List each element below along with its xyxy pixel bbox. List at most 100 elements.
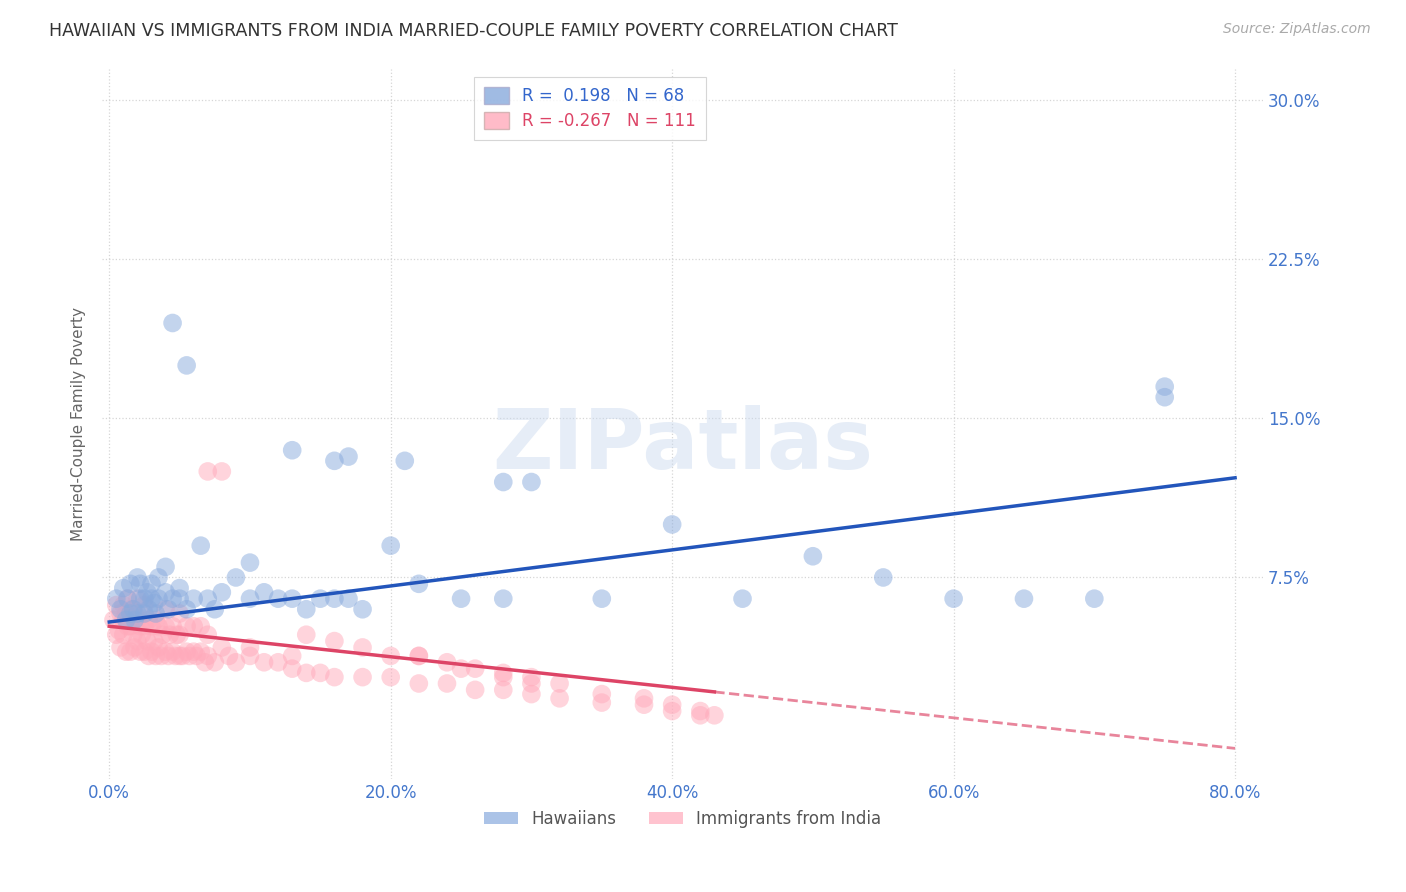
Point — [124, 640, 146, 655]
Point — [162, 316, 184, 330]
Point — [148, 591, 170, 606]
Point — [129, 591, 152, 606]
Point — [520, 475, 543, 489]
Point — [143, 634, 166, 648]
Point — [731, 591, 754, 606]
Point — [190, 619, 212, 633]
Point — [176, 602, 198, 616]
Point — [591, 696, 613, 710]
Point — [155, 619, 177, 633]
Point — [689, 704, 711, 718]
Point — [633, 698, 655, 712]
Point — [520, 670, 543, 684]
Point — [169, 607, 191, 621]
Point — [239, 591, 262, 606]
Point — [141, 619, 163, 633]
Point — [380, 539, 402, 553]
Point — [105, 598, 128, 612]
Point — [295, 628, 318, 642]
Point — [131, 628, 153, 642]
Point — [169, 581, 191, 595]
Point — [127, 570, 149, 584]
Point — [194, 655, 217, 669]
Point — [141, 591, 163, 606]
Point — [281, 648, 304, 663]
Point — [281, 443, 304, 458]
Point — [169, 591, 191, 606]
Point — [162, 645, 184, 659]
Point — [872, 570, 894, 584]
Point — [162, 619, 184, 633]
Point — [211, 465, 233, 479]
Point — [295, 602, 318, 616]
Point — [204, 655, 226, 669]
Point — [211, 640, 233, 655]
Point — [110, 607, 132, 621]
Point — [148, 570, 170, 584]
Point — [408, 648, 430, 663]
Point — [112, 613, 135, 627]
Point — [253, 585, 276, 599]
Point — [138, 613, 160, 627]
Point — [1012, 591, 1035, 606]
Point — [138, 602, 160, 616]
Point — [148, 619, 170, 633]
Point — [323, 591, 346, 606]
Point — [186, 648, 208, 663]
Point — [120, 602, 142, 616]
Point — [127, 613, 149, 627]
Point — [112, 628, 135, 642]
Point — [110, 640, 132, 655]
Point — [323, 454, 346, 468]
Point — [117, 591, 139, 606]
Point — [408, 676, 430, 690]
Point — [134, 607, 156, 621]
Point — [115, 613, 138, 627]
Point — [408, 577, 430, 591]
Point — [136, 585, 159, 599]
Point — [633, 691, 655, 706]
Point — [464, 682, 486, 697]
Point — [492, 475, 515, 489]
Point — [115, 607, 138, 621]
Point — [801, 549, 824, 564]
Point — [380, 648, 402, 663]
Point — [141, 645, 163, 659]
Point — [176, 619, 198, 633]
Point — [211, 585, 233, 599]
Point — [117, 619, 139, 633]
Y-axis label: Married-Couple Family Poverty: Married-Couple Family Poverty — [72, 307, 86, 541]
Point — [129, 577, 152, 591]
Point — [703, 708, 725, 723]
Point — [281, 591, 304, 606]
Point — [143, 596, 166, 610]
Point — [122, 628, 145, 642]
Point — [117, 591, 139, 606]
Point — [225, 655, 247, 669]
Point — [134, 598, 156, 612]
Point — [179, 648, 201, 663]
Point — [408, 648, 430, 663]
Point — [380, 670, 402, 684]
Point — [591, 687, 613, 701]
Point — [115, 645, 138, 659]
Point — [157, 602, 180, 616]
Point — [309, 665, 332, 680]
Point — [148, 640, 170, 655]
Point — [253, 655, 276, 669]
Point — [337, 450, 360, 464]
Point — [150, 648, 173, 663]
Point — [352, 670, 374, 684]
Point — [337, 591, 360, 606]
Point — [129, 645, 152, 659]
Point — [197, 465, 219, 479]
Point — [190, 645, 212, 659]
Point — [942, 591, 965, 606]
Point — [183, 591, 205, 606]
Point — [152, 628, 174, 642]
Point — [136, 634, 159, 648]
Point — [204, 602, 226, 616]
Point — [450, 662, 472, 676]
Point — [492, 670, 515, 684]
Point — [548, 676, 571, 690]
